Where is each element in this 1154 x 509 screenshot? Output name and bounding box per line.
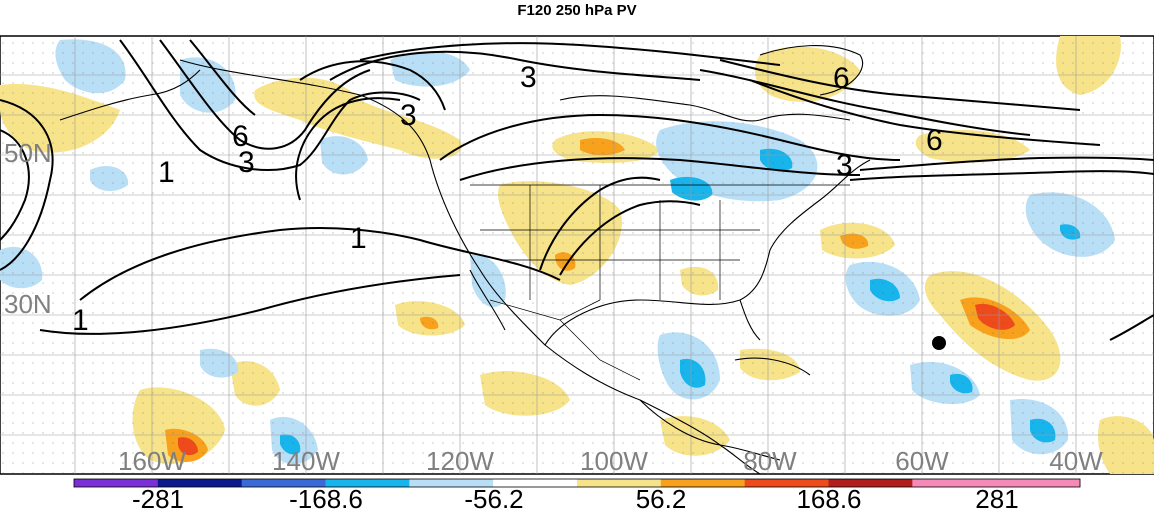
contour-line: [189, 39, 256, 116]
contour-label: 3: [836, 149, 853, 182]
contour-line: [295, 97, 401, 201]
border: [559, 319, 641, 381]
colorbar-label: -168.6: [289, 484, 363, 509]
coastlines: [59, 44, 871, 474]
stipple-overlay: [0, 36, 1154, 474]
coastline-north-america: [179, 59, 761, 474]
lat-lon-grid: [0, 36, 1154, 474]
colorbar-segment: [912, 479, 997, 487]
contour-label: 3: [238, 146, 255, 179]
colorbar-label: 281: [975, 484, 1018, 509]
contour-line: [749, 79, 1101, 146]
colorbar-label: 56.2: [636, 484, 687, 509]
contour-label: 1: [158, 156, 175, 189]
coastline-florida: [739, 299, 761, 341]
colorbar-label: -56.2: [464, 484, 523, 509]
lon-label-160w: 160W: [118, 446, 186, 476]
state-borders: [470, 184, 850, 381]
colorbar-segment: [577, 479, 662, 487]
map-title: F120 250 hPa PV: [517, 2, 637, 19]
storm-marker: [932, 336, 946, 350]
coastline-cuba: [734, 357, 811, 376]
lon-label-140w: 140W: [272, 446, 340, 476]
contour-line: [359, 42, 781, 66]
coastline-gulf: [544, 159, 871, 346]
contour-label: 6: [833, 62, 850, 95]
coastline-greenland: [759, 44, 863, 96]
lon-label-40w: 40W: [1049, 446, 1103, 476]
colorbar-label: -281: [132, 484, 184, 509]
contour-line: [0, 129, 30, 241]
contour-line: [119, 39, 421, 171]
lat-label-30n: 30N: [4, 289, 52, 319]
contour-line: [849, 170, 1154, 181]
colorbar-segment: [241, 479, 326, 487]
colorbar-segment: [493, 479, 578, 487]
coastline-baja: [469, 269, 506, 331]
coastline-central-america: [639, 399, 781, 461]
contour-line: [39, 274, 461, 335]
coastline-hudson: [559, 95, 851, 122]
contour-line: [1109, 314, 1154, 341]
colorbar-segment: [409, 479, 494, 487]
contour-line: [559, 200, 701, 276]
colorbar-segment: [74, 479, 159, 487]
colorbar-segment: [996, 479, 1081, 487]
colorbar-label: 168.6: [796, 484, 861, 509]
lon-label-100w: 100W: [580, 446, 648, 476]
contour-label: 3: [400, 99, 417, 132]
colorbar-segment: [325, 479, 410, 487]
colorbar-segment: [744, 479, 829, 487]
colorbar-segment: [157, 479, 243, 487]
contour-line: [719, 59, 1081, 111]
contour-label: 6: [232, 120, 249, 153]
contour-line: [0, 99, 54, 271]
pv-contours: [0, 39, 1154, 341]
contour-line: [459, 157, 861, 181]
lon-label-60w: 60W: [895, 446, 949, 476]
contour-line: [79, 227, 561, 301]
contour-label: 3: [520, 61, 537, 94]
colorbar-segment: [828, 479, 913, 487]
contour-line: [439, 113, 901, 161]
contour-label: 1: [72, 304, 89, 337]
colorbar-segment: [660, 479, 746, 487]
lat-label-50n: 50N: [4, 138, 52, 168]
contour-line: [859, 156, 1154, 171]
colorbar: -281 -168.6 -56.2 56.2 168.6 281: [73, 478, 1081, 509]
contour-label: 1: [350, 222, 367, 255]
contour-label: 6: [926, 124, 943, 157]
contour-line: [159, 39, 371, 150]
lon-label-80w: 80W: [743, 446, 797, 476]
contour-line: [299, 60, 446, 111]
contour-line: [539, 176, 661, 271]
lon-label-120w: 120W: [426, 446, 494, 476]
colorbar-frame: [73, 478, 1081, 488]
contour-line: [329, 50, 701, 81]
